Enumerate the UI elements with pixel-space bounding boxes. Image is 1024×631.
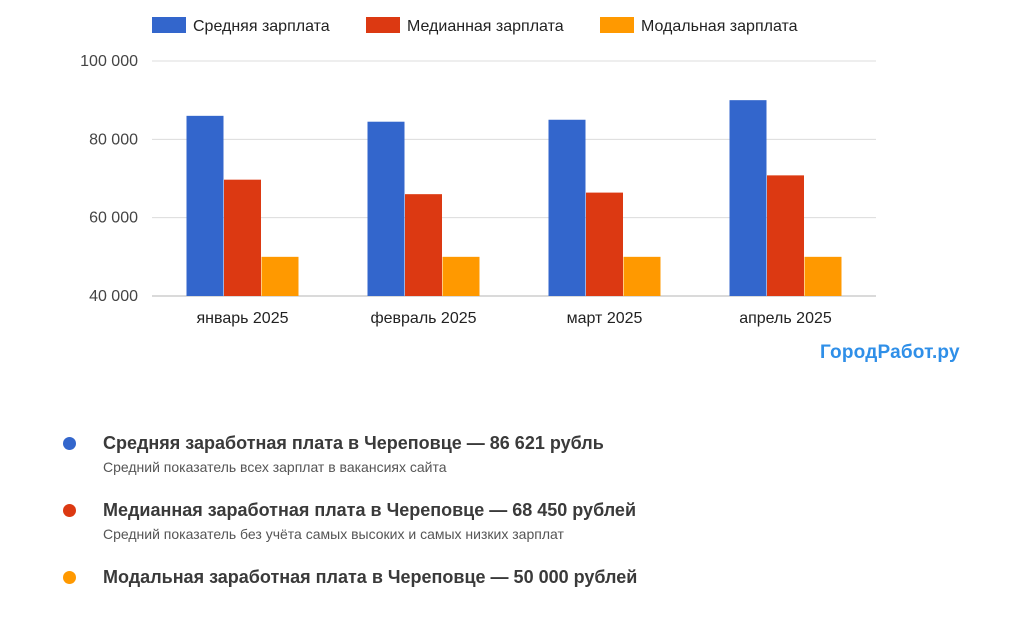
- y-tick-label: 80 000: [89, 131, 138, 148]
- salary-info-list: Средняя заработная плата в Череповце — 8…: [60, 430, 960, 631]
- bar-2-1: [586, 192, 623, 296]
- legend-swatch: [366, 17, 400, 33]
- x-tick-label: февраль 2025: [370, 310, 476, 327]
- bullet-dot-icon: [63, 571, 76, 584]
- bar-3-0: [729, 100, 767, 297]
- info-subtitle: Средний показатель без учёта самых высок…: [103, 526, 564, 542]
- info-item-modal: Модальная заработная плата в Череповце —…: [60, 564, 960, 631]
- y-tick-label: 40 000: [89, 288, 138, 305]
- y-axis-ticks: 40 000 60 000 80 000 100 000: [80, 53, 138, 305]
- bar-3-1: [767, 175, 804, 296]
- info-item-median: Медианная заработная плата в Череповце —…: [60, 497, 960, 564]
- bar-0-2: [261, 256, 299, 296]
- legend-label: Медианная зарплата: [407, 18, 564, 35]
- brand-logo-text[interactable]: ГородРабот.ру: [820, 342, 960, 363]
- info-subtitle: Средний показатель всех зарплат в ваканс…: [103, 459, 447, 475]
- bar-3-2: [804, 256, 842, 296]
- bar-2-0: [548, 119, 586, 296]
- bar-1-1: [405, 194, 442, 296]
- chart-bars: [186, 100, 842, 297]
- info-title: Модальная заработная плата в Череповце —…: [103, 567, 638, 587]
- legend-swatch: [600, 17, 634, 33]
- x-tick-label: март 2025: [567, 310, 643, 327]
- y-tick-label: 100 000: [80, 53, 138, 70]
- bar-0-1: [224, 179, 261, 296]
- bar-0-0: [186, 115, 224, 296]
- salary-bar-chart: Средняя зарплата Медианная зарплата Модаль…: [80, 17, 876, 327]
- x-tick-label: январь 2025: [197, 310, 289, 327]
- bullet-dot-icon: [63, 504, 76, 517]
- bar-1-0: [367, 121, 405, 296]
- bar-2-2: [623, 256, 661, 296]
- x-tick-label: апрель 2025: [739, 310, 832, 327]
- bullet-dot-icon: [63, 437, 76, 450]
- bar-1-2: [442, 256, 480, 296]
- legend-label: Средняя зарплата: [193, 18, 330, 35]
- x-axis-ticks: январь 2025 февраль 2025 март 2025 апрель 2…: [197, 310, 832, 327]
- chart-legend: Средняя зарплата Медианная зарплата Модаль…: [152, 17, 798, 35]
- legend-swatch: [152, 17, 186, 33]
- info-item-average: Средняя заработная плата в Череповце — 8…: [60, 430, 960, 497]
- y-tick-label: 60 000: [89, 210, 138, 227]
- info-title: Медианная заработная плата в Череповце —…: [103, 500, 637, 520]
- legend-label: Модальная зарплата: [641, 18, 798, 35]
- info-title: Средняя заработная плата в Череповце — 8…: [103, 433, 604, 453]
